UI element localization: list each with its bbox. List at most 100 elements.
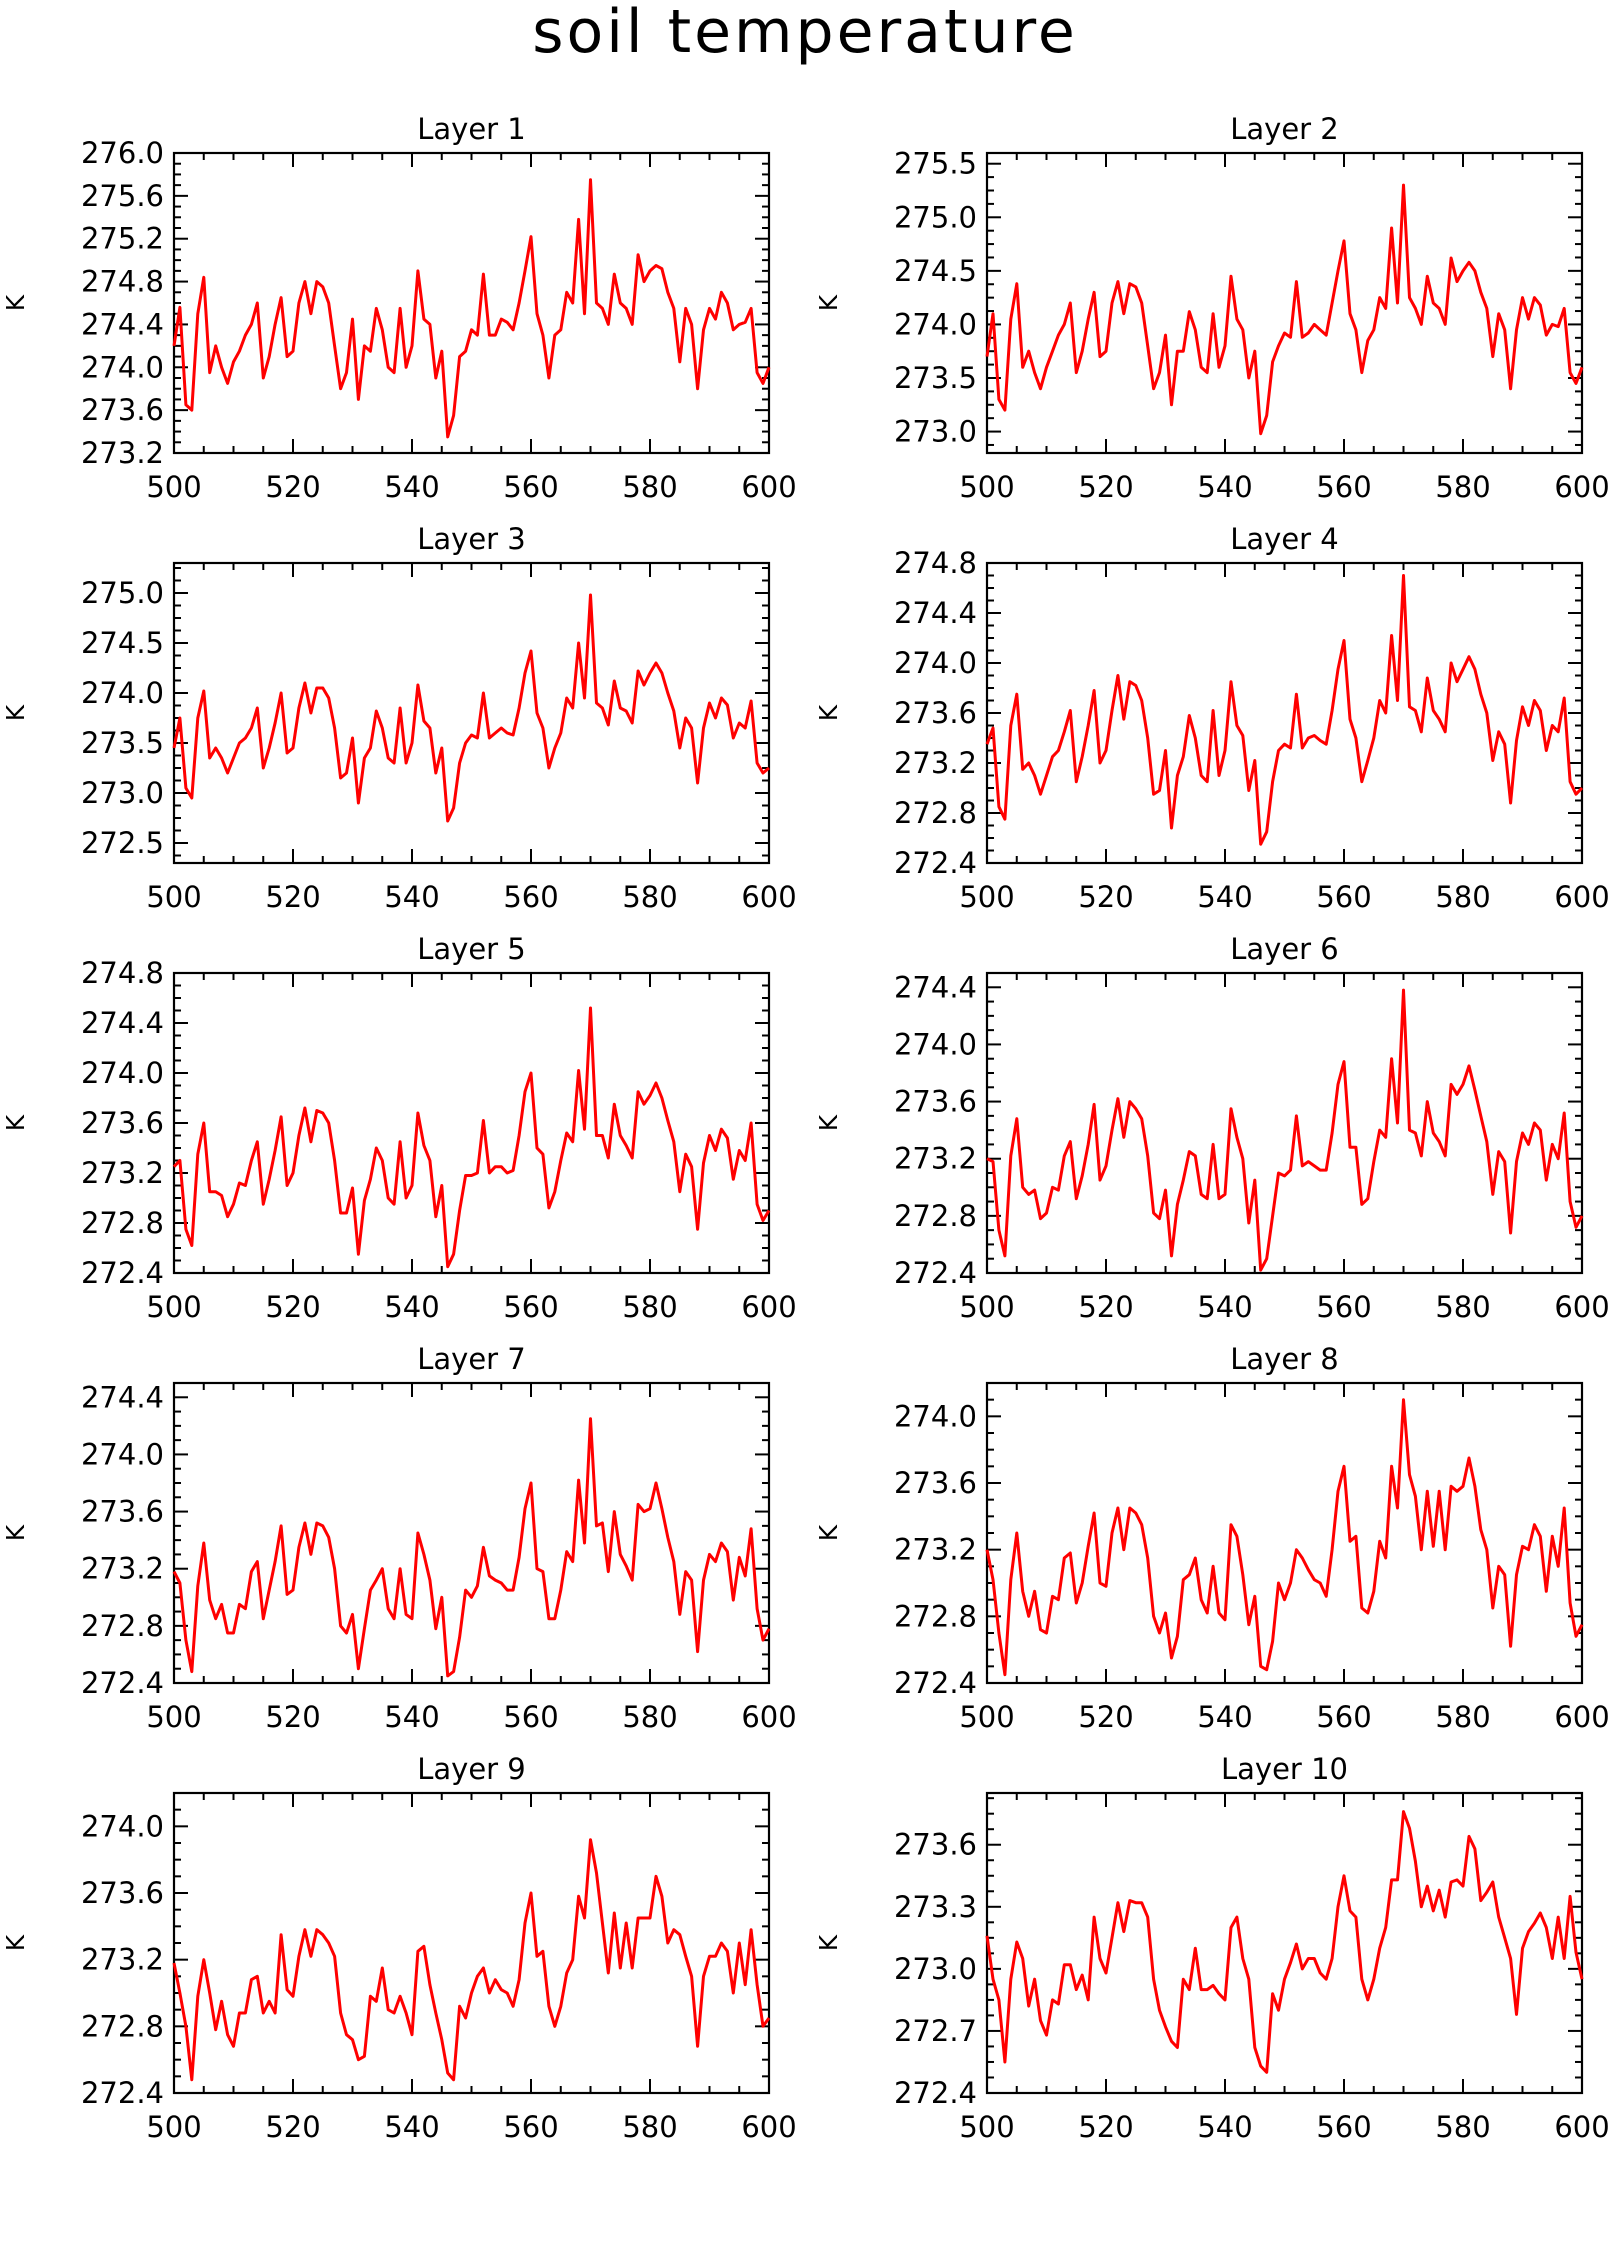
y-tick-label: 272.8 [81,1609,164,1643]
x-tick-label: 580 [1435,2110,1490,2144]
x-tick-label: 580 [1435,1290,1490,1324]
x-tick-label: 500 [959,1700,1014,1734]
y-tick-label: 272.4 [81,1666,164,1700]
x-tick-label: 580 [622,1290,677,1324]
x-tick-label: 560 [503,1290,558,1324]
x-tick-label: 500 [959,880,1014,914]
y-tick-label: 275.2 [81,222,164,256]
y-tick-label: 274.4 [894,970,977,1004]
x-tick-label: 520 [1078,1290,1133,1324]
x-tick-label: 540 [1197,1290,1252,1324]
series-line [985,1398,1584,1677]
plot-frame [172,1791,771,2095]
y-axis-label: K [814,294,843,311]
y-tick-label: 273.5 [894,361,977,395]
y-axis-label: K [1,1114,30,1131]
x-tick-label: 600 [741,1290,796,1324]
y-tick-label: 272.4 [894,2076,977,2110]
x-tick-label: 560 [1316,1290,1371,1324]
x-tick-label: 520 [1078,2110,1133,2144]
x-tick-label: 580 [1435,1700,1490,1734]
y-tick-label: 274.4 [81,307,164,341]
series-line [172,1838,771,2082]
x-tick-label: 540 [384,1700,439,1734]
x-tick-label: 540 [1197,1700,1252,1734]
y-tick-label: 273.2 [894,746,977,780]
y-tick-label: 274.8 [81,956,164,990]
y-tick-label: 272.4 [894,1256,977,1290]
panel-7: Layer 7 K 500 520 540 560 580 600 272.4 272.8 273.… [1,1342,797,1734]
x-tick-label: 540 [1197,470,1252,504]
y-tick-label: 273.6 [894,1466,977,1500]
panel-title: Layer 7 [417,1342,526,1376]
plot-frame [985,971,1584,1275]
x-tick-label: 540 [384,2110,439,2144]
plot-frame [985,151,1584,455]
y-tick-label: 273.2 [81,1943,164,1977]
y-tick-label: 273.2 [81,1552,164,1586]
x-tick-label: 560 [503,2110,558,2144]
y-tick-label: 276.0 [81,136,164,170]
x-tick-label: 560 [1316,880,1371,914]
x-tick-label: 580 [622,2110,677,2144]
panel-8: Layer 8 K 500 520 540 560 580 600 272.4 272.8 273.… [814,1342,1610,1734]
x-tick-label: 500 [146,470,201,504]
x-tick-label: 600 [741,2110,796,2144]
y-axis-label: K [814,1114,843,1131]
panel-3: Layer 3 K 500 520 540 560 580 600 272.5 273.0 273.… [1,522,797,914]
x-tick-label: 540 [1197,880,1252,914]
y-tick-label: 273.6 [81,1876,164,1910]
x-tick-label: 580 [622,880,677,914]
y-tick-label: 273.2 [894,1533,977,1567]
x-tick-label: 560 [1316,470,1371,504]
series-line [172,593,770,823]
y-tick-label: 273.0 [894,415,977,449]
y-tick-label: 272.5 [81,826,164,860]
series-line [172,1006,771,1269]
y-axis-label: K [814,704,843,721]
panel-title: Layer 10 [1221,1752,1348,1786]
panel-title: Layer 4 [1230,522,1339,556]
y-axis-label: K [814,1524,843,1541]
x-tick-label: 600 [1554,2110,1609,2144]
x-tick-label: 540 [384,880,439,914]
x-tick-label: 520 [265,470,320,504]
y-tick-label: 275.0 [81,576,164,610]
y-tick-label: 274.0 [81,676,164,710]
y-tick-label: 273.6 [894,1828,977,1862]
x-tick-label: 520 [1078,470,1133,504]
chart-title: soil temperature [532,0,1078,67]
panel-title: Layer 1 [417,112,526,146]
y-tick-label: 272.8 [894,1599,977,1633]
y-tick-label: 272.8 [894,1199,977,1233]
x-tick-label: 600 [1554,1700,1609,1734]
plot-frame [172,561,771,865]
x-tick-label: 600 [741,470,796,504]
y-tick-label: 274.0 [81,1056,164,1090]
y-tick-label: 273.0 [894,1952,977,1986]
x-tick-label: 520 [265,880,320,914]
x-tick-label: 600 [741,880,796,914]
y-tick-label: 273.5 [81,726,164,760]
x-tick-label: 560 [503,1700,558,1734]
x-tick-label: 600 [1554,880,1609,914]
y-axis-label: K [1,1934,30,1951]
y-axis-label: K [1,294,30,311]
panel-title: Layer 9 [417,1752,526,1786]
plot-frame [985,1791,1584,2095]
panel-4: Layer 4 K 500 520 540 560 580 600 272.4 272.8 273.… [814,522,1610,914]
y-tick-label: 273.2 [894,1142,977,1176]
y-tick-label: 272.8 [894,796,977,830]
x-tick-label: 580 [622,470,677,504]
x-tick-label: 560 [1316,1700,1371,1734]
panel-2: Layer 2 K 500 520 540 560 580 600 273.0 273.5 274.… [814,112,1610,504]
panel-title: Layer 5 [417,932,526,966]
x-tick-label: 500 [959,470,1014,504]
y-tick-label: 272.4 [894,1666,977,1700]
y-tick-label: 274.0 [894,1399,977,1433]
y-tick-label: 274.0 [81,350,164,384]
y-tick-label: 273.6 [81,1106,164,1140]
x-tick-label: 520 [265,2110,320,2144]
y-tick-label: 272.4 [894,846,977,880]
